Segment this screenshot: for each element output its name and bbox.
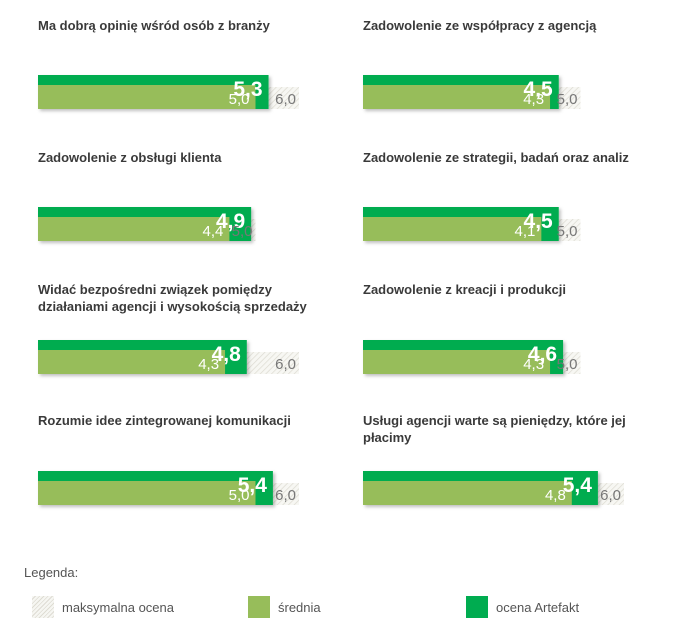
artefakt-value-label: 4,9 — [216, 210, 245, 233]
bar-chart-7: 5,05,4 6,0 — [38, 471, 299, 505]
artefakt-value-label: 5,3 — [233, 78, 262, 101]
avg-value-label: 4,3 — [198, 356, 219, 373]
chart-panel-5: Widać bezpośredni związek pomiędzy dział… — [38, 281, 358, 381]
legend-swatch-max — [32, 596, 54, 618]
chart-title: Widać bezpośredni związek pomiędzy dział… — [38, 282, 307, 314]
legend-item-max: maksymalna ocena — [32, 596, 174, 618]
avg-value-label: 5,0 — [229, 487, 250, 504]
max-value-label: 5,0 — [232, 223, 253, 240]
legend-item-avg: średnia — [248, 596, 321, 618]
chart-title: Zadowolenie ze strategii, badań oraz ana… — [363, 150, 629, 165]
chart-panel-4: Zadowolenie ze strategii, badań oraz ana… — [363, 149, 683, 249]
avg-bar — [363, 350, 551, 374]
artefakt-value-label: 4,5 — [524, 78, 554, 101]
bar-chart-8: 4,85,4 6,0 — [363, 471, 624, 505]
bar-chart-1: 5,05,3 6,0 — [38, 75, 299, 109]
avg-value-label: 4,3 — [523, 356, 544, 373]
legend-label-artefakt: ocena Artefakt — [496, 599, 580, 615]
max-value-label: 6,0 — [275, 356, 296, 373]
bar-chart-3: 4,44,95,0 — [38, 207, 256, 241]
avg-bar — [38, 481, 256, 505]
avg-value-label: 4,4 — [203, 223, 224, 240]
artefakt-value-label: 5,4 — [563, 474, 593, 497]
bar-chart-4: 4,14,5 5,0 — [363, 207, 581, 241]
artefakt-value-label: 5,4 — [238, 474, 268, 497]
chart-title: Zadowolenie z kreacji i produkcji — [363, 282, 566, 297]
max-value-label: 5,0 — [557, 356, 578, 373]
max-value-label: 6,0 — [275, 487, 296, 504]
avg-bar — [38, 350, 226, 374]
avg-value-label: 4,3 — [523, 91, 544, 108]
legend-label-avg: średnia — [278, 599, 321, 615]
legend-swatch-artefakt — [466, 596, 488, 618]
chart-title: Zadowolenie z obsługi klienta — [38, 150, 222, 165]
chart-panel-7: Rozumie idee zintegrowanej komunikacji 5… — [38, 412, 358, 512]
avg-bar — [363, 85, 551, 109]
chart-title: Ma dobrą opinię wśród osób z branży — [38, 18, 270, 33]
bar-chart-2: 4,34,5 5,0 — [363, 75, 581, 109]
chart-title: Rozumie idee zintegrowanej komunikacji — [38, 413, 291, 428]
legend-swatch-avg — [248, 596, 270, 618]
avg-bar — [363, 217, 542, 241]
artefakt-value-label: 4,6 — [528, 343, 557, 366]
bar-chart-5: 4,34,8 6,0 — [38, 340, 299, 374]
chart-title: Zadowolenie ze współpracy z agencją — [363, 18, 597, 33]
avg-value-label: 4,8 — [545, 487, 566, 504]
avg-bar — [38, 217, 230, 241]
avg-value-label: 5,0 — [229, 91, 250, 108]
chart-panel-6: Zadowolenie z kreacji i produkcji 4,3 4,6… — [363, 281, 683, 381]
avg-bar — [38, 85, 256, 109]
legend-label-max: maksymalna ocena — [62, 599, 174, 615]
avg-bar — [363, 481, 572, 505]
chart-title: Usługi agencji warte są pieniędzy, które… — [363, 413, 626, 445]
chart-panel-1: Ma dobrą opinię wśród osób z branży 5,0 5… — [38, 17, 358, 117]
artefakt-value-label: 4,8 — [212, 343, 242, 366]
legend-title: Legenda: — [24, 565, 79, 580]
artefakt-value-label: 4,5 — [524, 210, 554, 233]
max-value-label: 5,0 — [557, 91, 578, 108]
max-value-label: 6,0 — [600, 487, 621, 504]
chart-panel-2: Zadowolenie ze współpracy z agencją 4,3 4… — [363, 17, 683, 117]
chart-panel-8: Usługi agencji warte są pieniędzy, które… — [363, 412, 683, 512]
chart-panel-3: Zadowolenie z obsługi klienta 4,4 4,9 5,0 — [38, 149, 358, 249]
max-value-label: 6,0 — [275, 91, 296, 108]
avg-value-label: 4,1 — [514, 223, 535, 240]
bar-chart-6: 4,34,6 5,0 — [363, 340, 581, 374]
max-value-label: 5,0 — [557, 223, 578, 240]
legend-item-artefakt: ocena Artefakt — [466, 596, 579, 618]
